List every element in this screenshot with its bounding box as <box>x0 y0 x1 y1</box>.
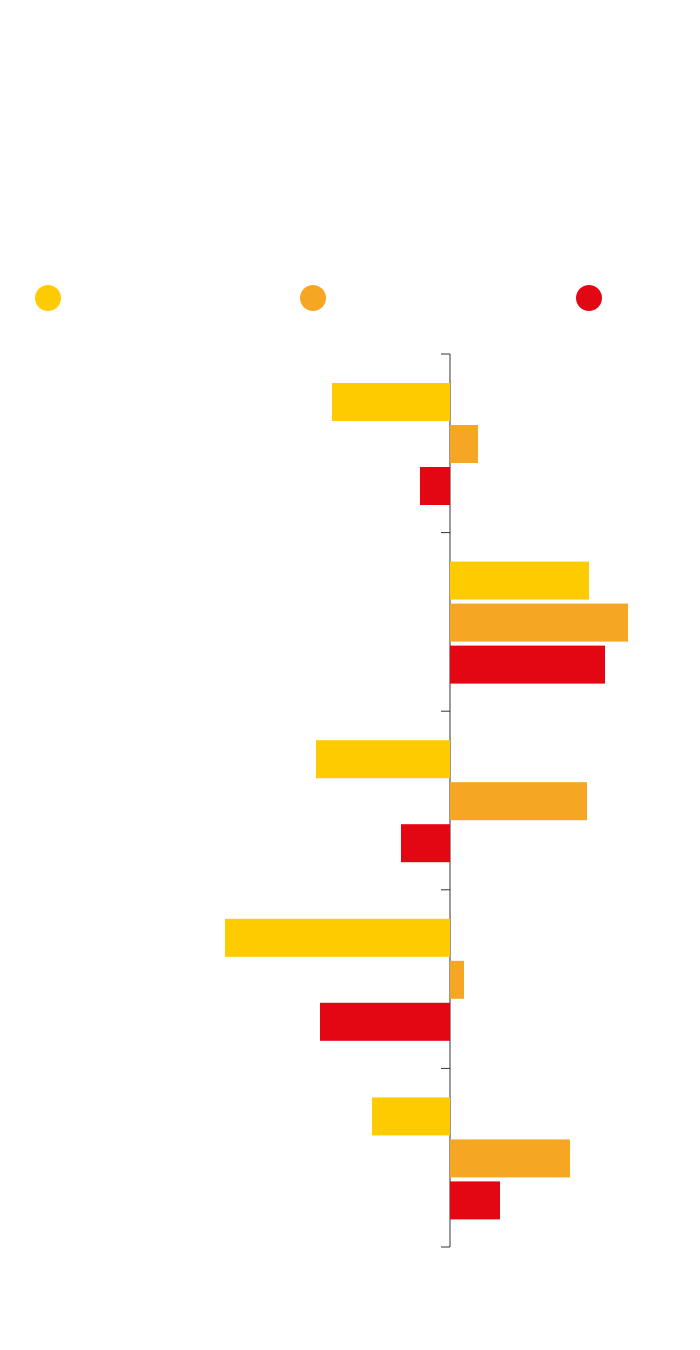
bar <box>372 1097 450 1136</box>
bar <box>450 561 589 600</box>
bar <box>450 425 478 463</box>
bar <box>225 918 450 957</box>
bar <box>316 740 450 779</box>
bar <box>332 383 450 421</box>
bar <box>450 1139 570 1178</box>
bar <box>450 960 464 999</box>
bar <box>450 782 587 821</box>
legend-marker <box>35 285 61 311</box>
bar <box>450 1181 500 1220</box>
bar <box>401 824 450 863</box>
bar <box>450 603 628 642</box>
bar <box>320 1002 450 1041</box>
legend-marker <box>300 285 326 311</box>
bar <box>420 467 450 505</box>
bar <box>450 645 605 684</box>
legend-marker <box>576 285 602 311</box>
